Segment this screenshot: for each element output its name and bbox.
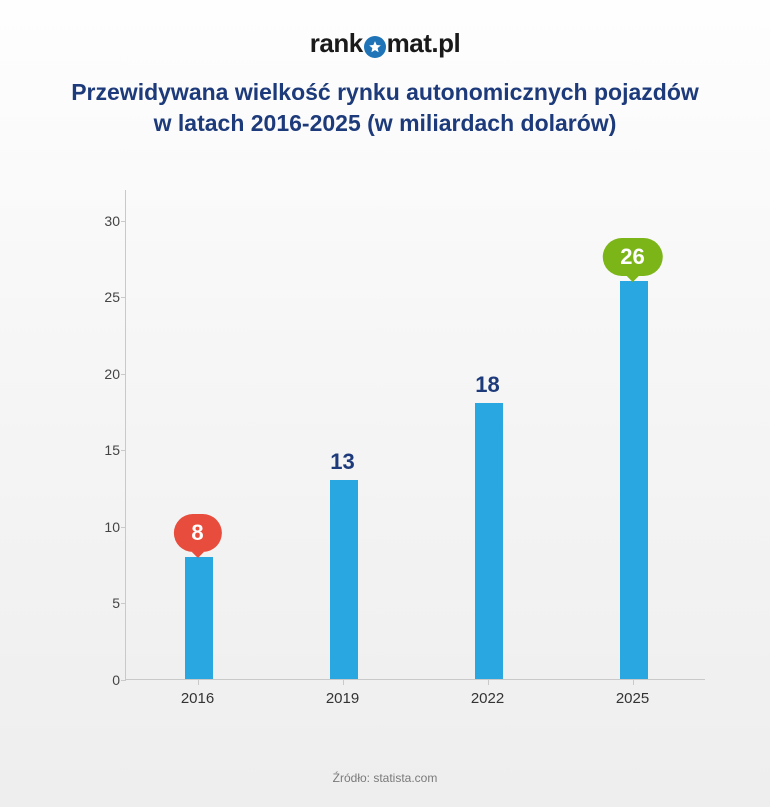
y-tick-mark — [121, 603, 126, 604]
x-tick-mark — [198, 680, 199, 685]
y-tick-label: 5 — [86, 595, 120, 611]
logo-prefix: rank — [310, 28, 363, 58]
bar — [330, 480, 358, 679]
value-badge: 8 — [173, 514, 221, 552]
bar — [620, 281, 648, 679]
value-label: 13 — [330, 449, 354, 475]
badge-arrow-icon — [626, 276, 638, 282]
brand-logo: rank mat.pl — [0, 0, 770, 59]
y-tick-mark — [121, 450, 126, 451]
x-tick-label: 2019 — [326, 690, 359, 707]
bar — [475, 403, 503, 679]
y-tick-label: 0 — [86, 672, 120, 688]
x-tick-label: 2022 — [471, 690, 504, 707]
y-tick-label: 20 — [86, 366, 120, 382]
bar-chart: 051015202530 82016132019182022262025 — [85, 190, 705, 720]
y-tick-label: 10 — [86, 519, 120, 535]
x-tick-mark — [343, 680, 344, 685]
value-label: 18 — [475, 372, 499, 398]
x-tick-label: 2025 — [616, 690, 649, 707]
y-tick-mark — [121, 527, 126, 528]
chart-title: Przewidywana wielkość rynku autonomiczny… — [0, 59, 770, 139]
source-attribution: Źródło: statista.com — [0, 771, 770, 785]
y-tick-mark — [121, 221, 126, 222]
bar — [185, 557, 213, 680]
logo-suffix: mat.pl — [387, 28, 461, 58]
badge-arrow-icon — [192, 552, 204, 558]
x-tick-label: 2016 — [181, 690, 214, 707]
y-tick-mark — [121, 680, 126, 681]
y-tick-mark — [121, 297, 126, 298]
y-tick-label: 30 — [86, 213, 120, 229]
x-tick-mark — [633, 680, 634, 685]
y-tick-label: 25 — [86, 289, 120, 305]
y-tick-mark — [121, 374, 126, 375]
x-tick-mark — [488, 680, 489, 685]
star-icon — [364, 36, 386, 58]
y-tick-label: 15 — [86, 442, 120, 458]
value-badge: 26 — [602, 238, 662, 276]
